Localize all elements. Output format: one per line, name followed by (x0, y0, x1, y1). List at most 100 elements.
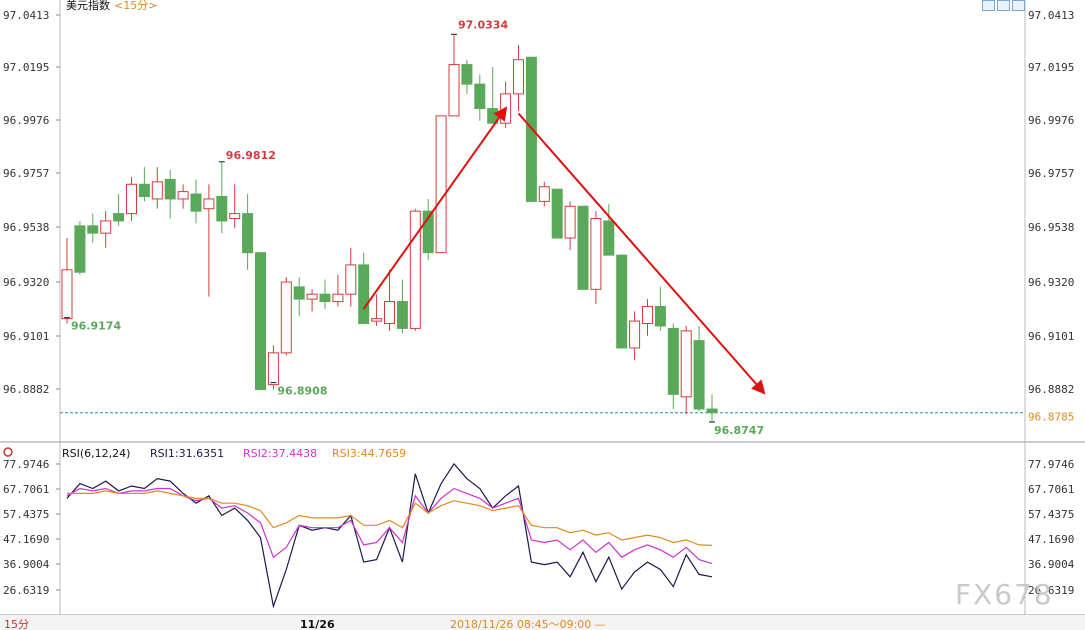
candle-body-up (345, 264, 357, 295)
candle-body-down (164, 178, 176, 200)
candle (384, 269, 395, 331)
toolbar-button-1[interactable] (982, 0, 995, 11)
candle-body-down (255, 252, 266, 390)
rsi-panel: 77.9746 77.9746 67.7061 67.7061 57.4375 57.43… (3, 442, 1075, 615)
candle (409, 208, 421, 331)
candle (203, 184, 215, 297)
candle (87, 213, 99, 243)
price-tick-label-left: 96.9757 (3, 167, 49, 180)
candle (396, 279, 408, 334)
rsi-tick-label-left: 26.6319 (3, 584, 49, 597)
price-tick-label-left: 96.8882 (3, 383, 49, 396)
rsi-tick-label-left: 47.1690 (3, 533, 49, 546)
rsi-tick-label-left: 57.4375 (3, 508, 49, 521)
trend-arrow (517, 112, 766, 395)
candle-body-up (538, 186, 550, 202)
price-tick-label-left: 96.9320 (3, 276, 49, 289)
candle-body-down (654, 305, 666, 327)
candle (126, 176, 137, 221)
price-tick-label-right: 96.9976 (1028, 114, 1074, 127)
price-tick-label-right: 96.9320 (1028, 276, 1074, 289)
rsi2-value: RSI2:37.4438 (243, 447, 317, 460)
candle-body-down (358, 264, 370, 325)
candle (306, 289, 318, 312)
candle-body-up (332, 293, 344, 303)
candle-body-down (74, 225, 86, 273)
time-label: 2018/11/26 08:45～09:00 — (450, 618, 606, 630)
rsi-header: RSI(6,12,24) RSI1:31.6351 RSI2:37.4438 R… (3, 447, 406, 460)
rsi-tick-label-right: 77.9746 (1028, 458, 1074, 471)
candle (629, 311, 641, 361)
toolbar-button-3[interactable] (1012, 0, 1025, 11)
rsi-tick-label-right: 57.4375 (1028, 508, 1074, 521)
rsi-tick-label-left: 67.7061 (3, 483, 49, 496)
candle (319, 279, 331, 309)
extreme-labels: 96.9812 97.0334 96.9174 96.8908 96.8747 (71, 18, 764, 437)
candle (654, 286, 666, 331)
candle-body-down (551, 188, 563, 239)
rsi-line-rsi3 (67, 490, 713, 546)
candle-body-down (319, 293, 331, 303)
rsi1-value: RSI1:31.6351 (150, 447, 224, 460)
period-button[interactable]: 15分 (4, 618, 29, 630)
candle (564, 201, 576, 251)
footer-bar: 15分 11/26 2018/11/26 08:45～09:00 — (0, 614, 1085, 630)
rsi-lines (66, 462, 713, 609)
candle-body-up (642, 305, 653, 325)
candle (577, 205, 589, 290)
price-tick-label-right: 96.8882 (1028, 383, 1074, 396)
candle-body-down (706, 408, 718, 414)
candle (255, 252, 266, 390)
price-tick-label-right: 97.0195 (1028, 61, 1074, 74)
rsi-settings-icon[interactable] (3, 447, 13, 457)
rsi-tick-label-right: 26.6319 (1028, 584, 1074, 597)
candle (590, 211, 602, 304)
candle (435, 115, 447, 254)
candle (448, 35, 460, 117)
candle (422, 198, 434, 261)
candle-body-down (242, 213, 254, 254)
price-tick-label-left: 97.0195 (3, 61, 49, 74)
main-panel: 97.0413 97.0413 97.0195 97.0195 96.9976 96.99… (0, 0, 1085, 443)
candle (151, 167, 163, 209)
candle-body-down (190, 193, 202, 212)
candle (190, 179, 202, 224)
candle (642, 299, 653, 336)
candle-body-up (435, 115, 447, 254)
candle-body-down (396, 301, 408, 329)
candle-body-up (500, 93, 512, 124)
candle (61, 238, 73, 324)
candle (603, 203, 615, 256)
period-label: <15分> (114, 0, 157, 12)
candle-body-down (693, 340, 705, 410)
candle (680, 325, 692, 414)
candle-body-down (422, 210, 434, 254)
candle-body-up (564, 205, 576, 239)
candle-body-up (409, 210, 421, 329)
candle (706, 394, 718, 422)
candle (177, 184, 189, 209)
rsi-tick-label-right: 67.7061 (1028, 483, 1074, 496)
rsi-axis-ticks: 77.9746 77.9746 67.7061 67.7061 57.4375 57.43… (3, 458, 1075, 597)
candle-body-down (474, 83, 486, 110)
candle (280, 277, 292, 356)
price-tick-label-left: 96.9101 (3, 330, 49, 343)
candle-body-down (461, 64, 473, 85)
candle (332, 274, 344, 307)
candle-body-down (138, 183, 150, 198)
rsi-tick-label-right: 36.9004 (1028, 558, 1075, 571)
candle (551, 188, 563, 239)
rsi-title: RSI(6,12,24) (62, 447, 130, 460)
candle (358, 252, 370, 325)
candle (113, 194, 125, 226)
price-tick-label-right: 97.0413 (1028, 9, 1074, 22)
candle (616, 254, 628, 349)
rsi3-value: RSI3:44.7659 (332, 447, 406, 460)
price-axis-ticks: 97.0413 97.0413 97.0195 97.0195 96.9976 96.99… (3, 9, 1074, 396)
toolbar-button-2[interactable] (997, 0, 1010, 11)
candle (667, 323, 679, 410)
trend-arrows (362, 106, 766, 395)
candle-body-up (371, 318, 383, 322)
candle (474, 74, 486, 121)
candle-body-up (629, 320, 641, 349)
